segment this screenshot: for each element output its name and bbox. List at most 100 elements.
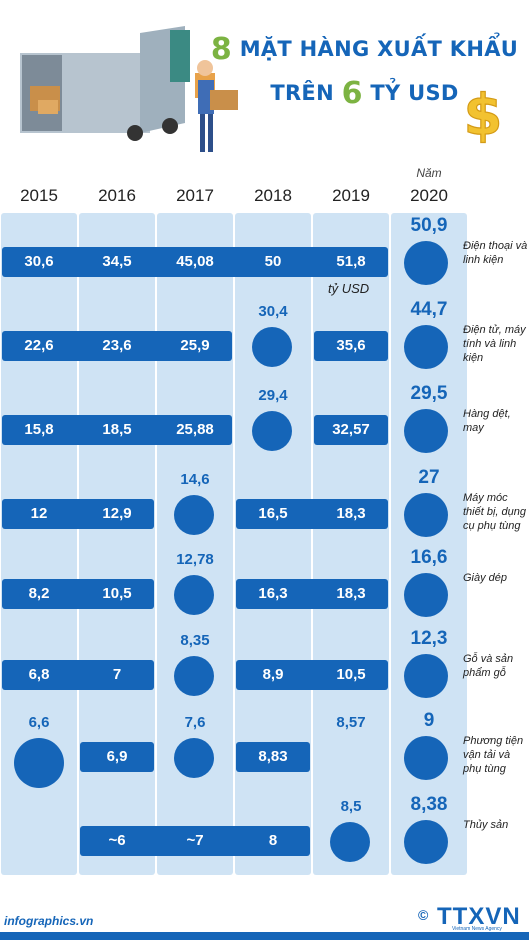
category-label: Máy móc thiết bị, dụng cụ phụ tùng [463,492,526,532]
title-line-2: TRÊN 6 TỶ USD [200,76,529,111]
title-line-2-pre: TRÊN [270,81,334,105]
milestone-value-label: 12,78 [176,551,214,568]
category-icon [404,820,448,864]
title-line-1-text: MẶT HÀNG XUẤT KHẨU [239,37,519,61]
milestone-value-label: 7,6 [184,714,206,731]
value-bar [2,415,232,445]
bar-value-label: 12,9 [102,505,132,522]
bar-value-label: 8,83 [258,748,288,765]
milestone-value-label: 29,5 [410,383,448,404]
bar-value-label: 18,5 [102,421,132,438]
milestone-value-label: 14,6 [180,471,210,488]
milestone-value-label: 8,35 [180,632,210,649]
bar-value-label: 15,8 [24,421,54,438]
bar-value-label: 10,5 [336,666,366,683]
bar-value-label: 45,08 [176,253,214,270]
bar-value-label: 8,2 [28,585,50,602]
category-icon [404,573,448,617]
category-label: Giày dép [463,572,508,584]
milestone-value-label: 12,3 [410,628,448,649]
category-icon [404,241,448,285]
value-bar [2,499,154,529]
category-label: Hàng dệt, may [463,408,511,434]
category-label: Điện tử, máy tính và linh kiện [463,324,526,364]
bar-value-label: 16,5 [258,505,288,522]
milestone-icon [252,327,292,367]
bar-value-label: 18,3 [336,505,366,522]
category-icon [404,409,448,453]
year-header: 2018 [254,186,292,205]
unit-label: tỷ USD [328,281,370,296]
fish-icon [14,738,64,788]
milestone-value-label: 6,6 [28,714,50,731]
bar-value-label: 30,6 [24,253,54,270]
year-header: 2015 [20,186,58,205]
title-line-1: 8 MẶT HÀNG XUẤT KHẨU [200,32,529,67]
bar-value-label: 6,8 [28,666,50,683]
bar-value-label: 51,8 [336,253,366,270]
brand-logo: © TTXVN [418,903,521,931]
value-bar [236,742,310,772]
value-bar [236,660,388,690]
milestone-icon [174,656,214,696]
bar-value-label: 25,88 [176,421,214,438]
milestone-value-label: 9 [423,710,435,731]
year-header: 2020 [410,186,448,205]
bar-value-label: 8 [268,832,278,849]
milestone-icon [330,822,370,862]
copyright-mark: © [418,907,430,923]
bar-value-label: 12 [30,505,48,522]
bar-value-label: 25,9 [180,337,210,354]
category-label: Thủy sản [463,819,509,831]
value-bar [80,742,154,772]
value-bar [2,331,232,361]
milestone-icon [174,575,214,615]
bar-value-label: 35,6 [336,337,366,354]
bar-value-label: 32,57 [332,421,370,438]
bar-value-label: 16,3 [258,585,288,602]
value-bar [236,499,388,529]
milestone-value-label: 16,6 [410,547,448,568]
milestone-icon [174,738,214,778]
value-bar [236,579,388,609]
category-label: Điện thoại và linh kiện [463,240,528,266]
milestone-value-label: 44,7 [410,299,448,320]
bar-value-label: 18,3 [336,585,366,602]
bar-value-label: 8,9 [262,666,284,683]
title-line-1-number: 8 [210,32,233,67]
value-bar [80,826,310,856]
year-note: Năm [416,166,442,180]
dollar-icon: $ [463,82,503,144]
bar-value-label: 50 [264,253,282,270]
bar-value-label: 7 [112,666,122,683]
value-bar [2,247,388,277]
category-label: Gỗ và sản phẩm gỗ [463,653,514,679]
bar-value-label: ~7 [186,832,204,849]
year-column [313,213,389,875]
year-header: 2017 [176,186,214,205]
value-bar [314,331,388,361]
milestone-icon [174,495,214,535]
bar-value-label: 6,9 [106,748,128,765]
value-bar [2,579,154,609]
milestone-value-label: 27 [418,467,440,488]
bar-value-label: 22,6 [24,337,54,354]
footer-bar [0,932,529,940]
svg-text:$: $ [464,83,503,144]
bar-value-label: 23,6 [102,337,132,354]
truck-illustration [20,26,238,152]
year-header: 2016 [98,186,136,205]
milestone-value-label: 29,4 [258,387,288,404]
category-icon [404,654,448,698]
category-icon [404,736,448,780]
title-line-2-number: 6 [341,76,363,111]
bar-value-label: 10,5 [102,585,132,602]
bar-value-label: 34,5 [102,253,132,270]
milestone-value-label: 8,5 [340,798,362,815]
title-line-2-post: TỶ USD [370,81,459,105]
year-column [79,213,155,875]
milestone-value-label: 8,57 [336,714,366,731]
bar-value-label: ~6 [108,832,126,849]
footer-site: infographics.vn [4,914,94,928]
milestone-value-label: 30,4 [258,303,288,320]
